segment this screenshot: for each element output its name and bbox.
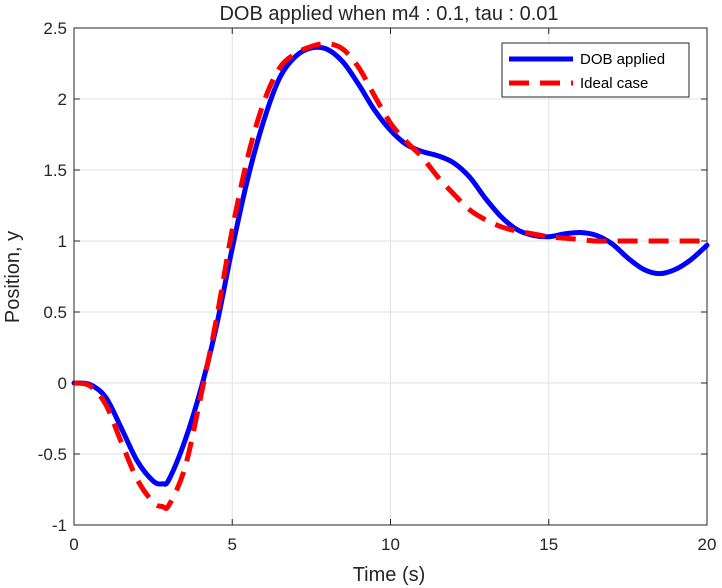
y-tick-label: 0 <box>58 374 67 393</box>
legend-box <box>501 42 690 98</box>
series-line-dob-applied <box>71 44 710 487</box>
x-tick-label: 15 <box>539 535 558 554</box>
chart-title: DOB applied when m4 : 0.1, tau : 0.01 <box>219 3 558 25</box>
y-tick-label: 2 <box>58 90 67 109</box>
y-axis-title: Position, y <box>2 231 24 323</box>
y-tick-label: 2.5 <box>43 19 67 38</box>
y-tick-label: 0.5 <box>43 303 67 322</box>
x-axis-title: Time (s) <box>353 564 426 586</box>
y-tick-label: 1 <box>58 232 67 251</box>
axis-ticks: 0 5 10 15 20 -1 -0.5 0 0.5 1 1.5 2 2.5 <box>38 19 717 554</box>
series-lines <box>71 41 710 511</box>
series-line-ideal-case <box>73 41 707 511</box>
x-tick-label: 20 <box>698 535 717 554</box>
y-tick-label: -0.5 <box>38 445 67 464</box>
legend: DOB applied Ideal case <box>501 42 690 98</box>
legend-label-dob-applied: DOB applied <box>580 51 665 68</box>
x-tick-label: 10 <box>381 535 400 554</box>
x-tick-label: 5 <box>228 535 237 554</box>
legend-label-ideal-case: Ideal case <box>580 75 648 92</box>
y-tick-label: 1.5 <box>43 161 67 180</box>
x-tick-label: 0 <box>69 535 78 554</box>
y-tick-label: -1 <box>52 516 67 535</box>
